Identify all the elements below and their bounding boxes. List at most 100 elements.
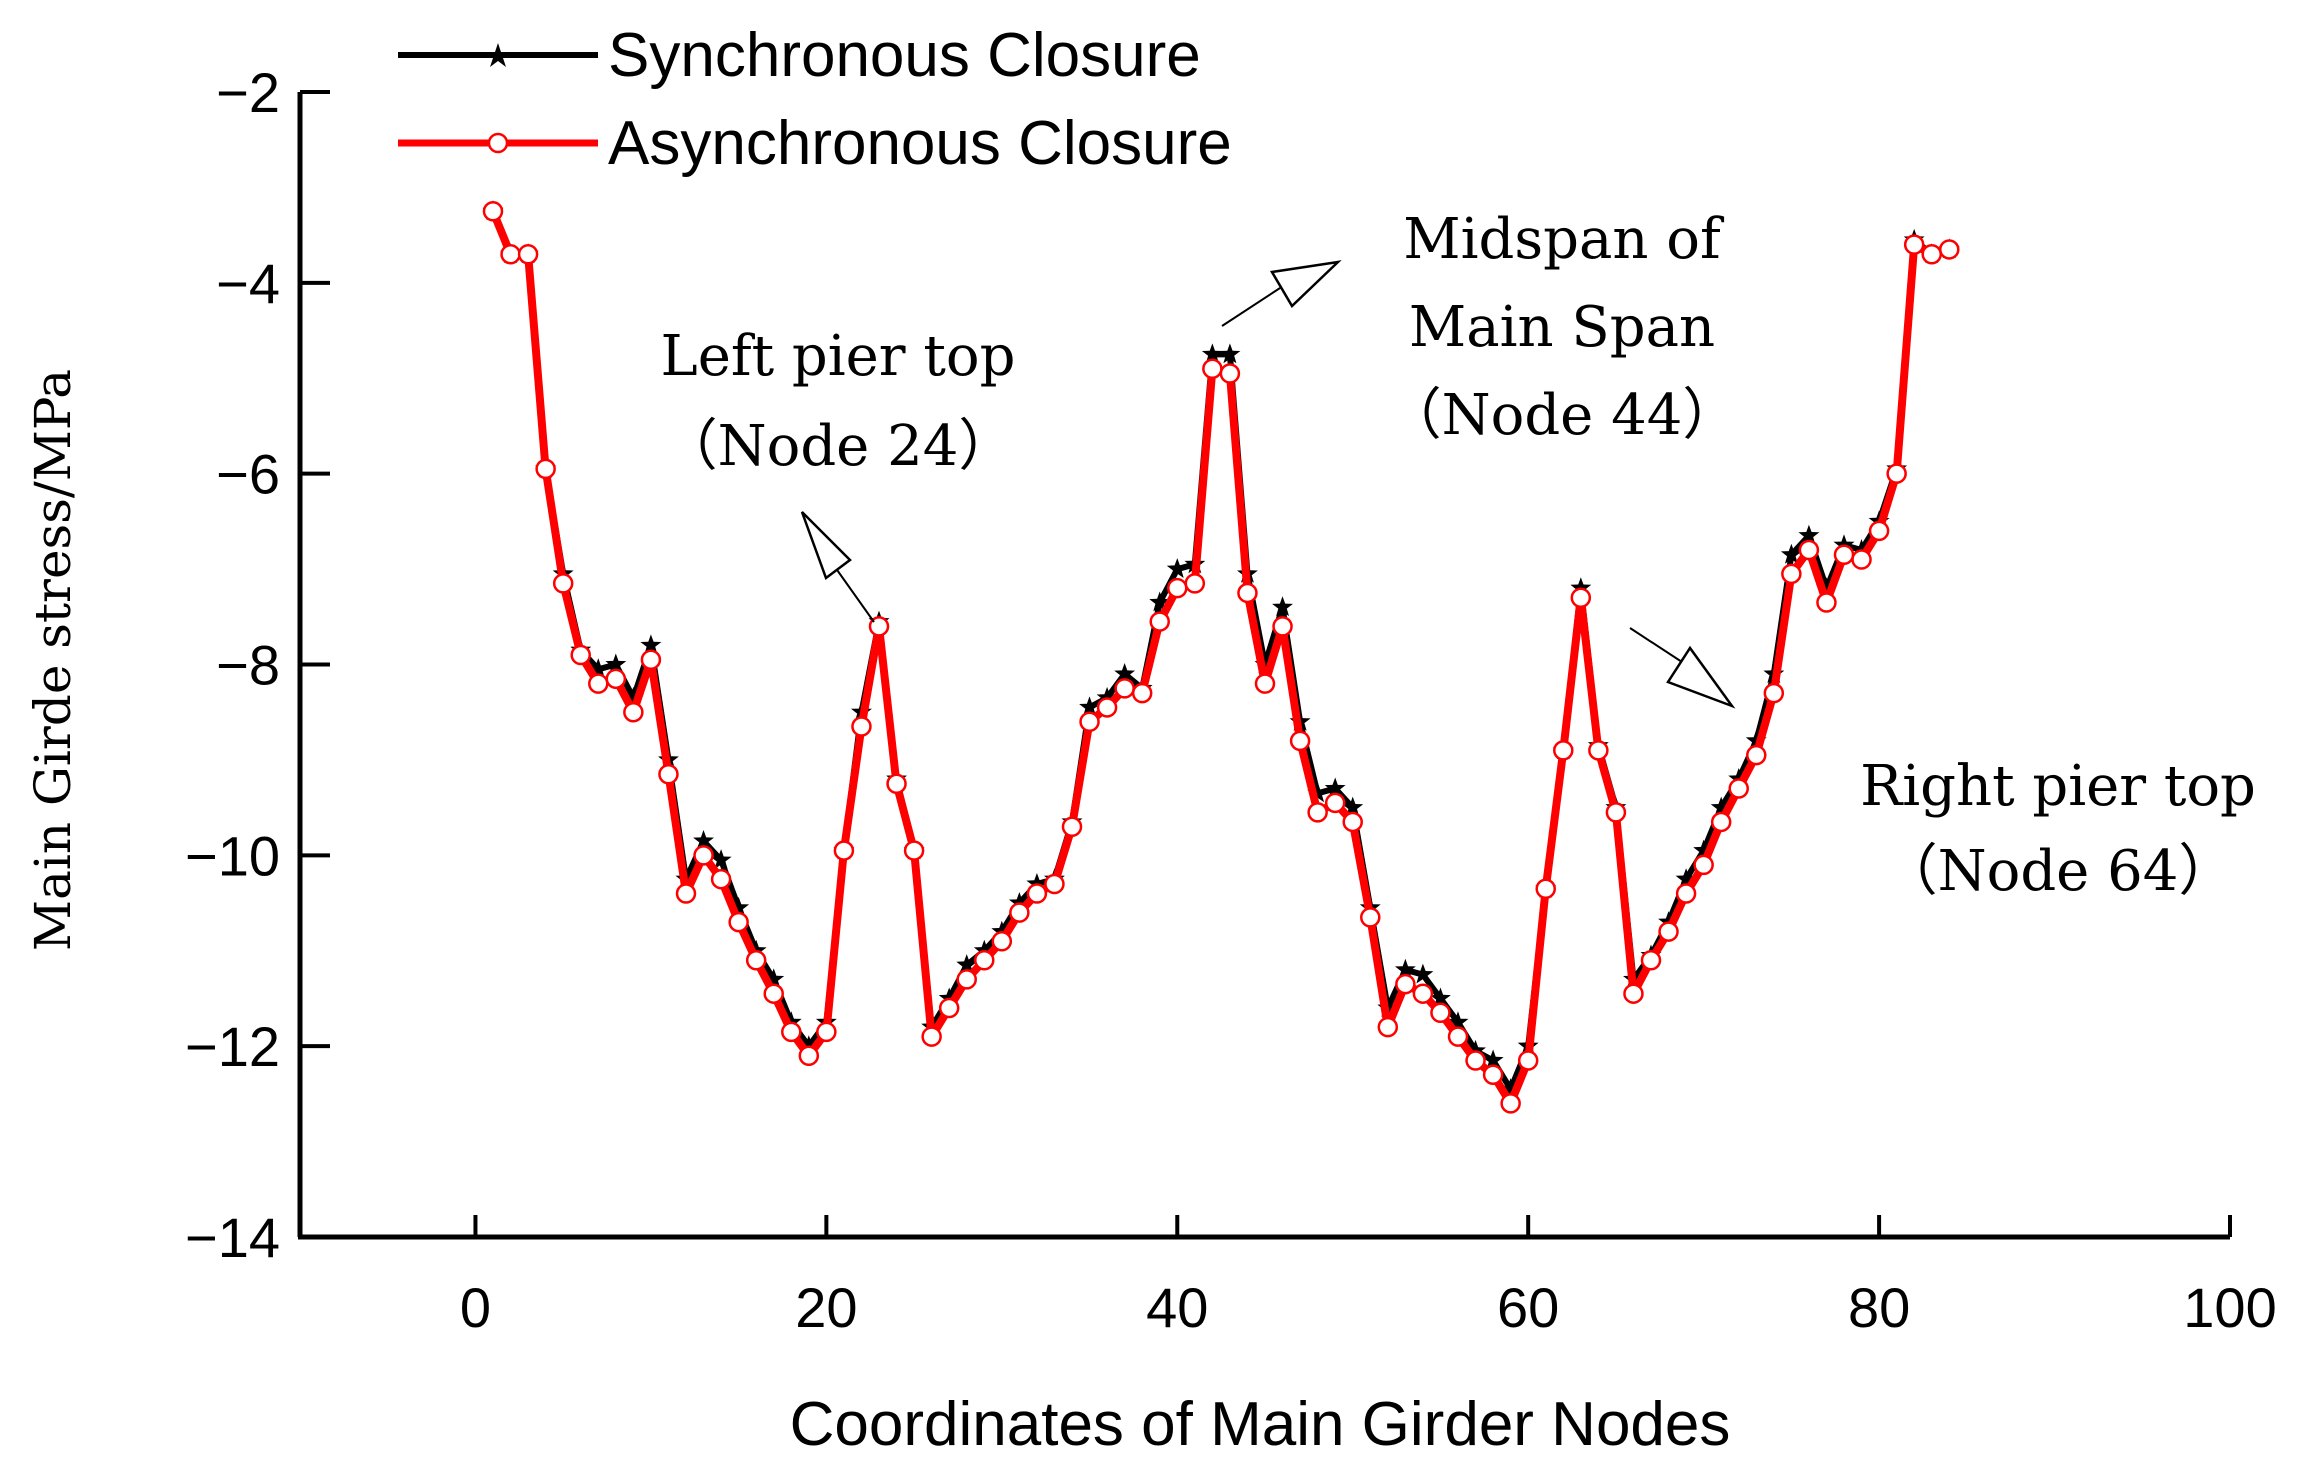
data-point xyxy=(693,830,714,850)
data-point xyxy=(1342,811,1363,833)
data-point xyxy=(745,939,767,960)
data-point xyxy=(1833,534,1855,555)
data-point xyxy=(710,868,732,890)
legend-label-asynchronous: Asynchronous Closure xyxy=(608,109,1232,178)
y-tick-label: −8 xyxy=(216,634,280,697)
data-point xyxy=(1763,682,1785,704)
x-tick-label: 60 xyxy=(1497,1276,1559,1339)
data-point xyxy=(1237,582,1258,604)
data-point xyxy=(1360,907,1381,928)
legend: Synchronous Closure Asynchronous Closure xyxy=(385,0,1445,178)
data-point xyxy=(1114,663,1136,683)
data-point xyxy=(1570,577,1592,598)
data-point xyxy=(728,911,749,933)
data-point xyxy=(1728,778,1749,799)
data-point xyxy=(605,668,627,690)
data-point xyxy=(991,920,1013,941)
data-point xyxy=(956,954,978,974)
data-point xyxy=(833,840,855,861)
data-point xyxy=(1851,539,1872,559)
data-point xyxy=(1219,343,1241,364)
data-point xyxy=(482,201,504,222)
annotation-midspan-line1: Midspan of xyxy=(1403,207,1725,272)
x-tick-label: 40 xyxy=(1146,1276,1208,1339)
data-point xyxy=(1746,744,1767,766)
x-axis-ticks: 0 20 40 60 80 100 xyxy=(460,1215,2277,1339)
data-point xyxy=(1009,902,1030,923)
data-point xyxy=(1008,892,1030,912)
data-point xyxy=(1061,816,1083,837)
data-point xyxy=(1939,239,1960,260)
data-point xyxy=(640,634,662,655)
data-point xyxy=(851,716,872,737)
data-point xyxy=(991,930,1013,952)
data-point xyxy=(552,573,574,594)
series-layer xyxy=(482,200,1960,1114)
data-point xyxy=(921,1026,942,1047)
data-point xyxy=(745,950,767,971)
data-point xyxy=(1324,792,1346,814)
data-point xyxy=(517,243,539,265)
y-tick-label: −10 xyxy=(185,824,280,887)
y-tick-label: −12 xyxy=(185,1015,280,1078)
data-point xyxy=(763,983,784,1004)
data-point xyxy=(587,658,609,679)
data-point xyxy=(781,1021,802,1043)
data-point xyxy=(974,950,995,971)
data-point xyxy=(973,939,995,960)
data-point xyxy=(1693,839,1715,860)
data-point xyxy=(868,616,890,637)
data-point xyxy=(1307,802,1328,823)
annotation-right-pier-line1: Right pier top xyxy=(1860,754,2256,819)
annotation-arrow-right-pier xyxy=(1629,627,1683,663)
y-tick-label: −2 xyxy=(216,61,280,124)
data-point xyxy=(588,673,609,694)
data-point xyxy=(1675,883,1697,904)
data-point xyxy=(1394,958,1416,979)
data-point xyxy=(1482,1049,1504,1070)
data-point xyxy=(1114,678,1135,699)
data-point xyxy=(886,773,907,795)
data-point xyxy=(798,1045,820,1066)
data-point xyxy=(1517,1050,1539,1071)
data-point xyxy=(1219,363,1241,384)
data-point xyxy=(1131,682,1153,704)
data-point xyxy=(1377,1016,1399,1038)
data-point xyxy=(1342,796,1364,817)
data-point xyxy=(1201,343,1223,364)
annotation-arrowhead-left-pier xyxy=(800,511,852,581)
annotation-right-pier-line2: （Node 64） xyxy=(1882,839,2235,904)
data-point xyxy=(1588,740,1609,761)
legend-marker-asynchronous xyxy=(487,132,509,154)
annotations: Left pier top （Node 24） Midspan of Main … xyxy=(661,207,2256,904)
data-point xyxy=(1254,673,1276,694)
data-point xyxy=(1798,524,1820,545)
legend-label-synchronous: Synchronous Closure xyxy=(608,21,1201,90)
data-point xyxy=(1605,802,1627,823)
data-point xyxy=(1640,950,1662,971)
y-axis-ticks: −14 −12 −10 −8 −6 −4 −2 xyxy=(185,61,330,1269)
data-point xyxy=(1430,1002,1451,1024)
annotation-arrow-midspan xyxy=(1221,287,1281,327)
data-point xyxy=(1307,782,1329,803)
data-point xyxy=(1079,711,1100,732)
data-point xyxy=(1465,1050,1486,1071)
data-point xyxy=(1096,686,1118,707)
data-point xyxy=(1447,1011,1469,1032)
data-point xyxy=(903,840,925,861)
data-point xyxy=(1166,558,1188,578)
data-point xyxy=(605,653,627,674)
data-point xyxy=(1903,234,1925,255)
data-point xyxy=(780,1011,802,1032)
data-point xyxy=(1044,873,1065,895)
data-point xyxy=(938,997,960,1019)
x-tick-label: 0 xyxy=(460,1276,491,1339)
data-point xyxy=(693,845,714,866)
x-tick-label: 20 xyxy=(795,1276,857,1339)
annotation-left-pier-line1: Left pier top xyxy=(661,324,1016,389)
data-point xyxy=(1430,987,1451,1008)
data-point xyxy=(1780,543,1802,564)
data-point xyxy=(1412,983,1434,1004)
data-point xyxy=(640,649,662,670)
